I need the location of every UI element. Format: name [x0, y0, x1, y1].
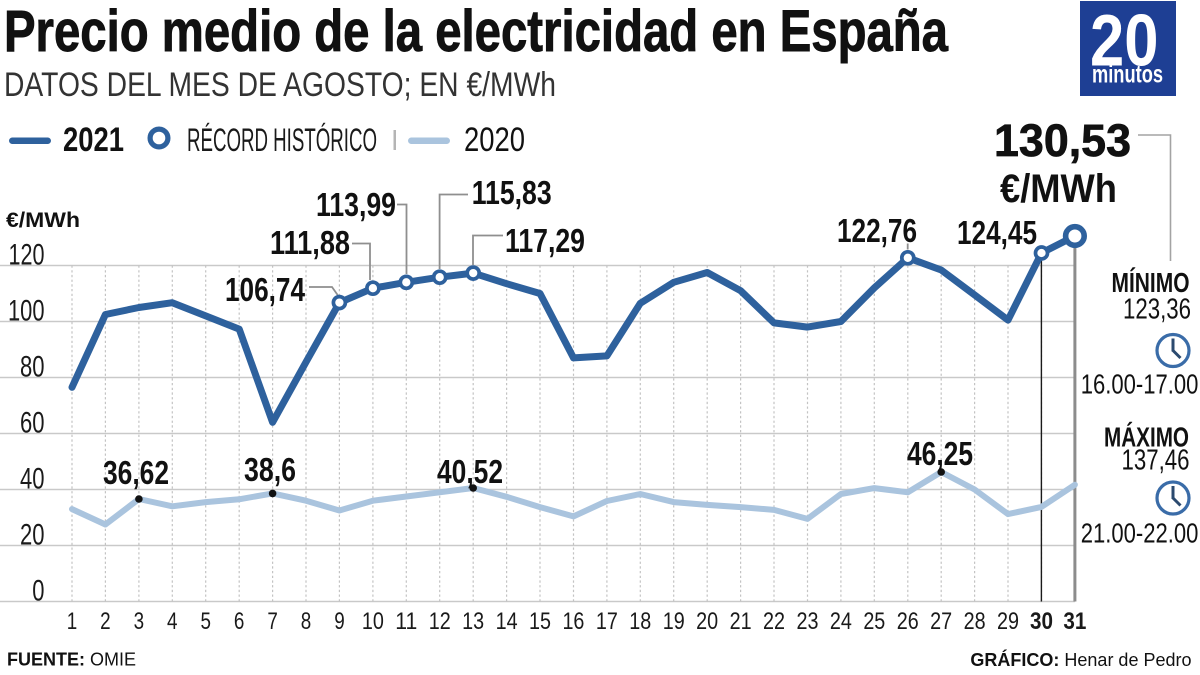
svg-text:3: 3	[134, 608, 145, 635]
svg-text:15: 15	[529, 608, 551, 635]
svg-text:FUENTE: OMIE: FUENTE: OMIE	[7, 650, 136, 670]
svg-text:25: 25	[863, 608, 885, 635]
svg-text:19: 19	[663, 608, 685, 635]
svg-text:18: 18	[629, 608, 651, 635]
svg-text:2: 2	[100, 608, 111, 635]
svg-text:1: 1	[67, 608, 78, 635]
svg-text:36,62: 36,62	[103, 454, 169, 491]
svg-text:26: 26	[897, 608, 919, 635]
svg-text:Precio medio de la electricida: Precio medio de la electricidad en Españ…	[4, 0, 949, 64]
svg-text:111,88: 111,88	[270, 224, 350, 261]
svg-text:8: 8	[301, 608, 312, 635]
svg-text:100: 100	[8, 295, 45, 328]
svg-text:122,76: 122,76	[837, 212, 917, 249]
svg-text:106,74: 106,74	[225, 271, 306, 308]
svg-text:11: 11	[395, 608, 417, 635]
svg-text:120: 120	[9, 239, 45, 272]
svg-text:27: 27	[930, 608, 952, 635]
svg-text:€/MWh: €/MWh	[1000, 167, 1117, 211]
svg-text:MÁXIMO: MÁXIMO	[1104, 422, 1189, 453]
svg-text:0: 0	[32, 575, 44, 608]
svg-text:115,83: 115,83	[472, 174, 552, 211]
svg-text:40,52: 40,52	[437, 453, 503, 490]
svg-text:4: 4	[167, 608, 178, 635]
svg-text:29: 29	[997, 608, 1019, 635]
svg-text:38,6: 38,6	[244, 451, 296, 488]
svg-text:20: 20	[20, 519, 45, 552]
svg-text:MÍNIMO: MÍNIMO	[1112, 267, 1190, 298]
svg-text:117,29: 117,29	[505, 222, 585, 259]
svg-text:GRÁFICO: Henar de Pedro: GRÁFICO: Henar de Pedro	[970, 649, 1191, 670]
svg-text:46,25: 46,25	[907, 435, 973, 472]
svg-text:9: 9	[334, 608, 345, 635]
svg-text:80: 80	[20, 351, 45, 384]
svg-text:21.00-22.00: 21.00-22.00	[1081, 518, 1199, 549]
svg-text:5: 5	[200, 608, 211, 635]
svg-text:13: 13	[462, 608, 484, 635]
svg-text:23: 23	[796, 608, 818, 635]
svg-text:10: 10	[362, 608, 384, 635]
svg-text:2021: 2021	[63, 121, 124, 159]
svg-text:16: 16	[562, 608, 584, 635]
svg-text:113,99: 113,99	[316, 186, 396, 223]
svg-text:21: 21	[730, 608, 752, 635]
svg-text:130,53: 130,53	[994, 115, 1131, 166]
svg-text:20: 20	[696, 608, 718, 635]
svg-text:30: 30	[1030, 608, 1053, 635]
svg-text:14: 14	[496, 608, 518, 635]
svg-text:137,46: 137,46	[1122, 445, 1190, 477]
svg-text:123,36: 123,36	[1123, 294, 1191, 326]
svg-text:minutos: minutos	[1092, 61, 1163, 89]
svg-text:€/MWh: €/MWh	[6, 208, 80, 232]
svg-text:DATOS DEL MES DE AGOSTO; EN €/: DATOS DEL MES DE AGOSTO; EN €/MWh	[4, 66, 556, 104]
svg-text:124,45: 124,45	[957, 214, 1037, 251]
svg-text:40: 40	[20, 463, 45, 496]
svg-text:6: 6	[234, 608, 245, 635]
svg-text:31: 31	[1063, 608, 1086, 635]
svg-text:12: 12	[429, 608, 451, 635]
svg-text:16.00-17.00: 16.00-17.00	[1081, 369, 1199, 400]
svg-text:22: 22	[763, 608, 785, 635]
svg-text:28: 28	[964, 608, 986, 635]
svg-text:20: 20	[1090, 1, 1158, 82]
svg-text:24: 24	[830, 608, 852, 635]
svg-text:17: 17	[596, 608, 618, 635]
svg-text:60: 60	[20, 407, 45, 440]
svg-text:2020: 2020	[464, 121, 525, 159]
svg-text:RÉCORD HISTÓRICO: RÉCORD HISTÓRICO	[187, 122, 377, 158]
svg-text:7: 7	[267, 608, 278, 635]
